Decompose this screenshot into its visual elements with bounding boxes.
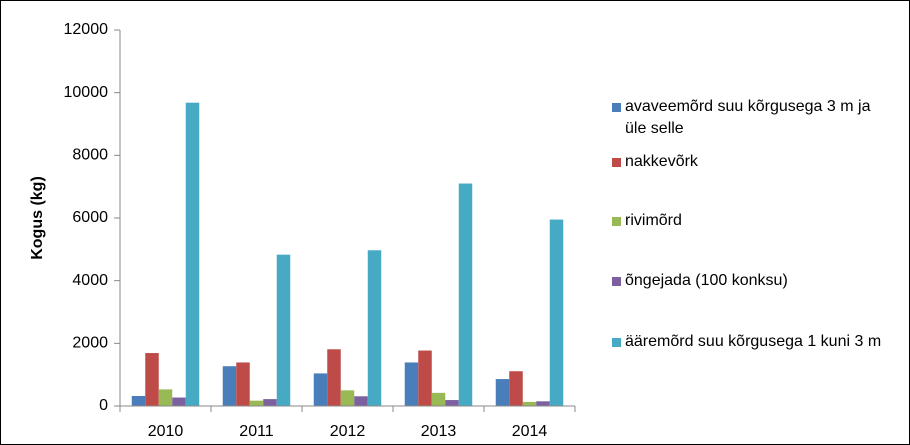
y-tick-label: 8000: [72, 147, 108, 164]
bar: [404, 362, 419, 406]
legend-item: nakkevõrk: [612, 151, 895, 173]
legend-item: avaveemõrd suu kõrgusega 3 m ja üle sell…: [612, 96, 895, 140]
legend-swatch: [612, 338, 621, 347]
legend-label: õngejada (100 konksu): [625, 272, 788, 289]
bar: [236, 362, 250, 406]
legend-item: õngejada (100 konksu): [612, 270, 895, 292]
x-tick-label: 2013: [421, 423, 457, 440]
y-tick-label: 0: [99, 397, 108, 414]
bar: [158, 389, 173, 406]
bar: [458, 183, 473, 406]
legend-swatch: [612, 277, 621, 286]
bar: [354, 396, 368, 406]
y-tick-label: 12000: [64, 21, 109, 38]
bar: [536, 401, 550, 406]
x-tick-label: 2011: [239, 423, 274, 440]
bar: [431, 392, 446, 406]
legend-label: avaveemõrd suu kõrgusega 3 m ja üle sell…: [625, 98, 871, 137]
y-axis-label: Kogus (kg): [29, 176, 46, 260]
bar: [549, 219, 564, 406]
bar: [145, 353, 159, 406]
legend-item: ääremõrd suu kõrgusega 1 kuni 3 m: [612, 331, 895, 353]
y-tick-label: 10000: [64, 84, 109, 101]
legend-label: rivimõrd: [625, 212, 682, 229]
legend-item: rivimõrd: [612, 210, 895, 232]
y-tick-label: 4000: [72, 272, 108, 289]
legend-label: nakkevõrk: [625, 153, 698, 170]
bar: [276, 254, 291, 406]
legend-swatch: [612, 103, 621, 112]
x-tick-label: 2012: [330, 423, 366, 440]
bar: [367, 250, 382, 406]
bar: [418, 350, 432, 406]
y-tick-label: 2000: [72, 335, 108, 352]
bar: [185, 102, 200, 407]
bar: [263, 399, 277, 406]
y-tick-label: 6000: [72, 209, 108, 226]
bar: [327, 349, 341, 406]
legend-label: ääremõrd suu kõrgusega 1 kuni 3 m: [625, 333, 882, 350]
bar: [131, 395, 146, 406]
bar: [445, 400, 459, 406]
bar: [313, 373, 328, 406]
bar: [172, 397, 186, 406]
bar: [522, 401, 537, 406]
legend-swatch: [612, 158, 621, 167]
legend-swatch: [612, 217, 621, 226]
legend: avaveemõrd suu kõrgusega 3 m ja üle sell…: [612, 0, 902, 445]
x-tick-label: 2014: [512, 423, 548, 440]
bar: [249, 400, 264, 406]
bar: [509, 371, 523, 406]
bar: [495, 379, 510, 406]
x-tick-label: 2010: [148, 423, 184, 440]
bar: [340, 390, 355, 406]
bar: [222, 366, 237, 406]
